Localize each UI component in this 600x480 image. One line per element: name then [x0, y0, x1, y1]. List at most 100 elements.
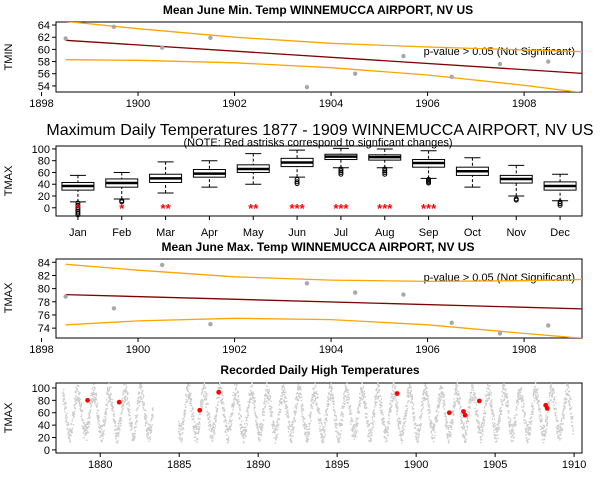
daily-point	[67, 428, 69, 431]
daily-point	[388, 417, 390, 420]
daily-point	[106, 407, 108, 410]
daily-point	[434, 424, 436, 427]
daily-point	[421, 404, 423, 406]
daily-point	[399, 418, 401, 420]
daily-point	[263, 411, 266, 413]
daily-point	[200, 393, 203, 395]
daily-point	[348, 408, 350, 410]
daily-point	[119, 417, 121, 420]
daily-point	[202, 403, 204, 405]
daily-point	[283, 402, 286, 404]
daily-point	[328, 403, 330, 406]
daily-point	[539, 420, 541, 422]
daily-point	[517, 399, 519, 401]
daily-point	[540, 419, 542, 421]
daily-point	[387, 434, 389, 436]
daily-point	[264, 396, 266, 398]
daily-point	[338, 440, 341, 443]
daily-point	[542, 424, 544, 426]
daily-point	[73, 412, 75, 415]
daily-point	[88, 420, 90, 423]
daily-point	[453, 402, 455, 404]
daily-point	[563, 417, 565, 420]
daily-point	[450, 434, 452, 436]
daily-point	[74, 413, 76, 415]
daily-point	[254, 406, 256, 408]
daily-point	[270, 409, 272, 411]
daily-point	[294, 412, 296, 415]
daily-point	[361, 395, 364, 397]
daily-point	[543, 425, 545, 427]
panel1-xtick-label: 1900	[126, 98, 150, 110]
daily-point	[149, 428, 151, 430]
panel4-ytick-label: 20	[38, 433, 50, 445]
daily-point	[113, 420, 116, 422]
daily-point	[252, 400, 255, 402]
daily-point	[246, 407, 248, 409]
daily-point	[266, 382, 268, 384]
daily-point	[356, 430, 358, 432]
daily-point	[560, 437, 562, 439]
daily-point	[249, 401, 251, 403]
daily-point	[334, 412, 336, 414]
daily-point	[396, 401, 398, 403]
daily-point	[185, 394, 187, 396]
daily-point	[352, 426, 355, 428]
daily-point	[184, 404, 186, 406]
daily-point	[464, 426, 466, 428]
daily-point	[492, 422, 494, 424]
daily-point	[432, 437, 434, 439]
daily-point	[252, 402, 255, 404]
daily-point	[489, 402, 491, 404]
daily-point	[319, 428, 321, 430]
daily-point	[210, 436, 212, 438]
daily-point	[299, 386, 302, 388]
daily-point	[406, 409, 408, 411]
daily-point	[145, 430, 148, 432]
daily-point	[463, 423, 465, 426]
daily-point	[399, 422, 402, 424]
panel4-xtick-label: 1895	[325, 459, 349, 471]
daily-point	[406, 407, 409, 410]
daily-point	[358, 404, 361, 406]
daily-point	[564, 407, 566, 409]
daily-point	[554, 402, 557, 404]
daily-point	[503, 388, 505, 391]
daily-point	[560, 427, 563, 430]
daily-point	[232, 406, 234, 408]
daily-point	[365, 402, 367, 404]
daily-point	[568, 401, 570, 403]
daily-point	[515, 400, 518, 402]
daily-point	[304, 422, 306, 424]
daily-point	[318, 420, 321, 422]
daily-point	[348, 406, 351, 408]
daily-point	[520, 387, 523, 389]
daily-point	[550, 399, 552, 402]
daily-point	[345, 399, 348, 401]
daily-point	[230, 424, 232, 426]
daily-point	[518, 391, 520, 394]
daily-point	[386, 434, 389, 437]
daily-point	[463, 422, 465, 424]
daily-point	[93, 393, 95, 396]
daily-point	[455, 386, 458, 388]
daily-point	[482, 426, 484, 429]
daily-point	[486, 400, 489, 402]
daily-point	[429, 425, 432, 427]
daily-point	[140, 383, 142, 385]
daily-point	[488, 396, 490, 398]
daily-point	[431, 427, 434, 430]
daily-point	[346, 388, 349, 391]
daily-point	[203, 382, 206, 384]
daily-point	[455, 400, 457, 402]
daily-point	[268, 398, 270, 401]
daily-point	[428, 412, 431, 414]
daily-point	[395, 403, 397, 405]
daily-point	[117, 422, 120, 425]
daily-point	[326, 414, 328, 416]
daily-point	[193, 428, 196, 430]
daily-point	[135, 409, 138, 412]
daily-point	[222, 414, 225, 417]
daily-point	[207, 413, 209, 416]
daily-point	[353, 425, 355, 427]
